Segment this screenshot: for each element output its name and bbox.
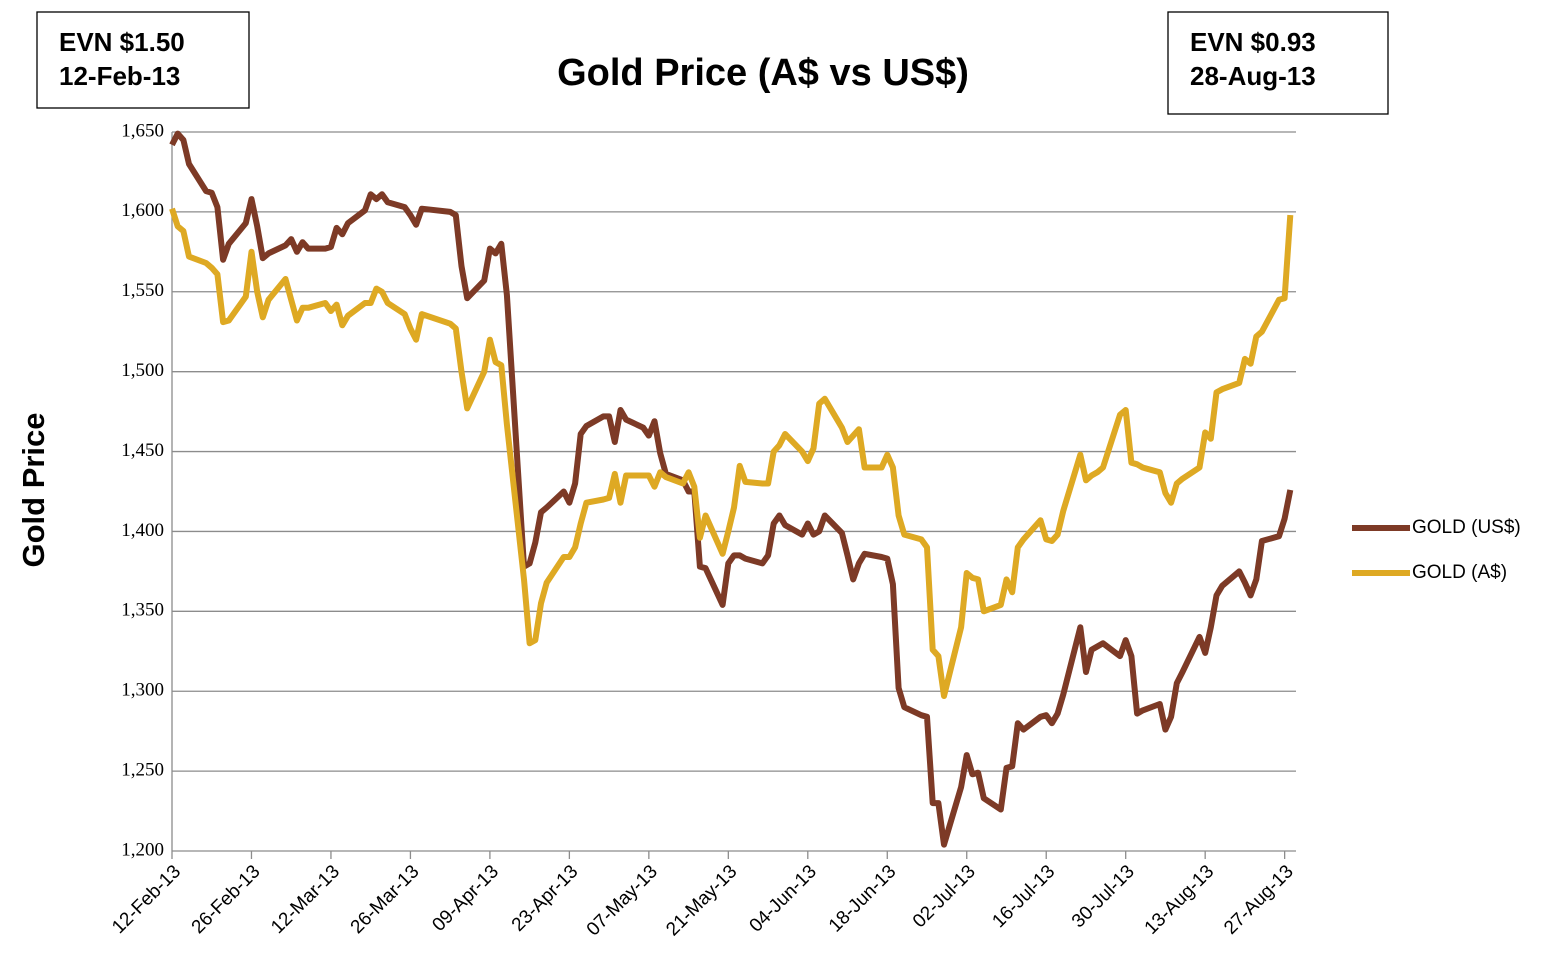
x-tick-label: 18-Jun-13	[825, 861, 900, 936]
annotation-text: 28-Aug-13	[1190, 61, 1316, 91]
x-tick-label: 26-Feb-13	[188, 861, 265, 938]
data-line	[169, 130, 1294, 848]
annotation-text: 12-Feb-13	[59, 61, 180, 91]
annotation-text: EVN $0.93	[1190, 27, 1316, 57]
x-tick-label: 02-Jul-13	[909, 861, 980, 932]
x-tick-label: 30-Jul-13	[1068, 861, 1139, 932]
x-tick-label: 27-Aug-13	[1220, 861, 1298, 939]
x-tick-label: 13-Aug-13	[1141, 861, 1219, 939]
x-tick-label: 04-Jun-13	[746, 861, 821, 936]
x-tick-label: 07-May-13	[583, 861, 662, 940]
y-tick-label: 1,600	[121, 200, 164, 221]
annotation-box	[1167, 11, 1389, 115]
chart-title: Gold Price (A$ vs US$)	[557, 52, 969, 94]
x-tick-label: 23-Apr-13	[508, 861, 583, 936]
y-tick-label: 1,200	[121, 839, 164, 860]
y-tick-label: 1,500	[121, 360, 164, 381]
x-tick-label: 26-Mar-13	[347, 861, 424, 938]
annotation-text: EVN $1.50	[59, 27, 185, 57]
y-axis-label: Gold Price	[16, 412, 51, 567]
legend-label: GOLD (US$)	[1412, 517, 1521, 538]
x-tick-label: 12-Feb-13	[108, 861, 185, 938]
annotation-box	[36, 11, 250, 109]
y-tick-label: 1,550	[121, 280, 164, 301]
y-tick-label: 1,300	[121, 680, 164, 701]
x-tick-label: 21-May-13	[662, 861, 741, 940]
data-line	[169, 207, 1294, 699]
y-tick-label: 1,350	[121, 600, 164, 621]
y-tick-label: 1,650	[121, 120, 164, 141]
x-tick-label: 16-Jul-13	[988, 861, 1059, 932]
y-tick-label: 1,250	[121, 759, 164, 780]
x-tick-label: 09-Apr-13	[428, 861, 503, 936]
y-tick-label: 1,450	[121, 440, 164, 461]
y-tick-label: 1,400	[121, 520, 164, 541]
legend-label: GOLD (A$)	[1412, 562, 1507, 583]
x-tick-label: 12-Mar-13	[267, 861, 344, 938]
